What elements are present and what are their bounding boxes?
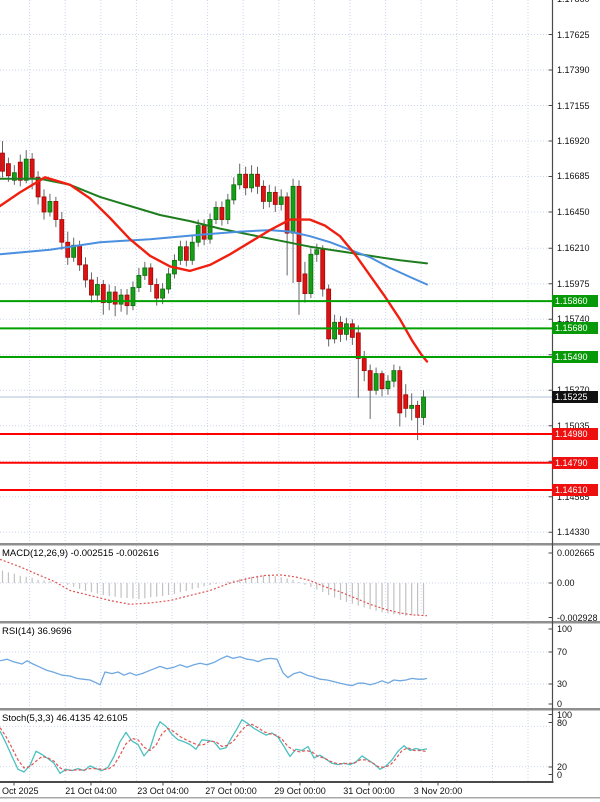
panel-separator[interactable]	[0, 621, 600, 624]
candle-bullish	[118, 294, 124, 305]
candle-bullish	[385, 380, 391, 390]
candle-bearish	[154, 284, 160, 299]
candle-bullish	[278, 196, 284, 205]
candle-bearish	[284, 196, 290, 234]
candle-bullish	[421, 396, 426, 418]
candle-bullish	[130, 287, 136, 307]
ma-blue[interactable]	[0, 229, 428, 286]
candle-bullish	[391, 370, 397, 382]
candle-bearish	[320, 249, 326, 290]
candle-bearish	[261, 185, 266, 202]
price-panel[interactable]	[0, 0, 553, 543]
stoch-d-line	[0, 723, 428, 772]
candle-bearish	[17, 161, 23, 181]
candle-bearish	[112, 291, 118, 305]
candle-bearish	[0, 152, 5, 172]
candle-bullish	[266, 191, 272, 202]
candle-bullish	[142, 267, 148, 276]
candle-bearish	[83, 264, 88, 281]
candle-bearish	[379, 373, 385, 390]
candle-bearish	[355, 332, 361, 359]
candle-bearish	[302, 273, 308, 294]
candle-bullish	[166, 273, 171, 290]
candle-bullish	[409, 404, 415, 409]
candle-bullish	[225, 199, 231, 220]
candle-bullish	[231, 184, 237, 201]
candle-bullish	[332, 321, 337, 340]
candle-bearish	[403, 394, 409, 409]
window-bottom-edge	[0, 797, 600, 799]
candle-bullish	[314, 249, 320, 255]
candle-bullish	[207, 219, 213, 240]
candle-bearish	[272, 191, 278, 205]
candle-bearish	[326, 288, 332, 340]
time-axis-line	[0, 781, 554, 783]
candle-bearish	[349, 323, 355, 338]
candle-bullish	[106, 291, 112, 304]
candle-bearish	[6, 163, 11, 177]
candle-bearish	[53, 201, 59, 220]
candle-bearish	[41, 196, 47, 213]
rsi-panel[interactable]	[0, 624, 553, 708]
candle-bullish	[189, 241, 195, 261]
candle-bearish	[361, 358, 367, 372]
ma-red[interactable]	[0, 176, 429, 363]
candle-bearish	[367, 370, 373, 391]
candle-bullish	[177, 246, 183, 261]
candle-bearish	[243, 173, 249, 189]
candle-bearish	[35, 176, 41, 198]
candle-bearish	[89, 279, 94, 296]
rsi-line	[0, 655, 428, 687]
candle-bullish	[23, 158, 29, 181]
candle-bearish	[183, 246, 189, 261]
candle-bearish	[29, 158, 35, 178]
candle-bearish	[219, 207, 225, 220]
candle-bullish	[47, 201, 53, 213]
candle-bullish	[249, 173, 254, 189]
candle-bearish	[148, 267, 154, 285]
candle-bullish	[237, 173, 243, 186]
macd-signal-line	[0, 558, 428, 617]
candle-bearish	[255, 173, 260, 187]
candle-bearish	[415, 404, 421, 418]
stochastic-panel[interactable]	[0, 711, 553, 781]
candle-bullish	[373, 373, 379, 391]
macd-panel[interactable]	[0, 546, 553, 621]
candle-bullish	[160, 288, 166, 299]
candle-bearish	[100, 284, 106, 304]
candle-bullish	[11, 172, 17, 181]
candle-bullish	[136, 275, 142, 288]
candle-bullish	[213, 207, 219, 220]
candle-bullish	[308, 253, 314, 294]
candle-bearish	[65, 241, 71, 258]
candle-bearish	[397, 370, 403, 414]
candle-bullish	[94, 284, 100, 296]
panel-separator[interactable]	[0, 708, 600, 711]
panel-separator[interactable]	[0, 543, 600, 546]
candle-bearish	[59, 219, 65, 243]
